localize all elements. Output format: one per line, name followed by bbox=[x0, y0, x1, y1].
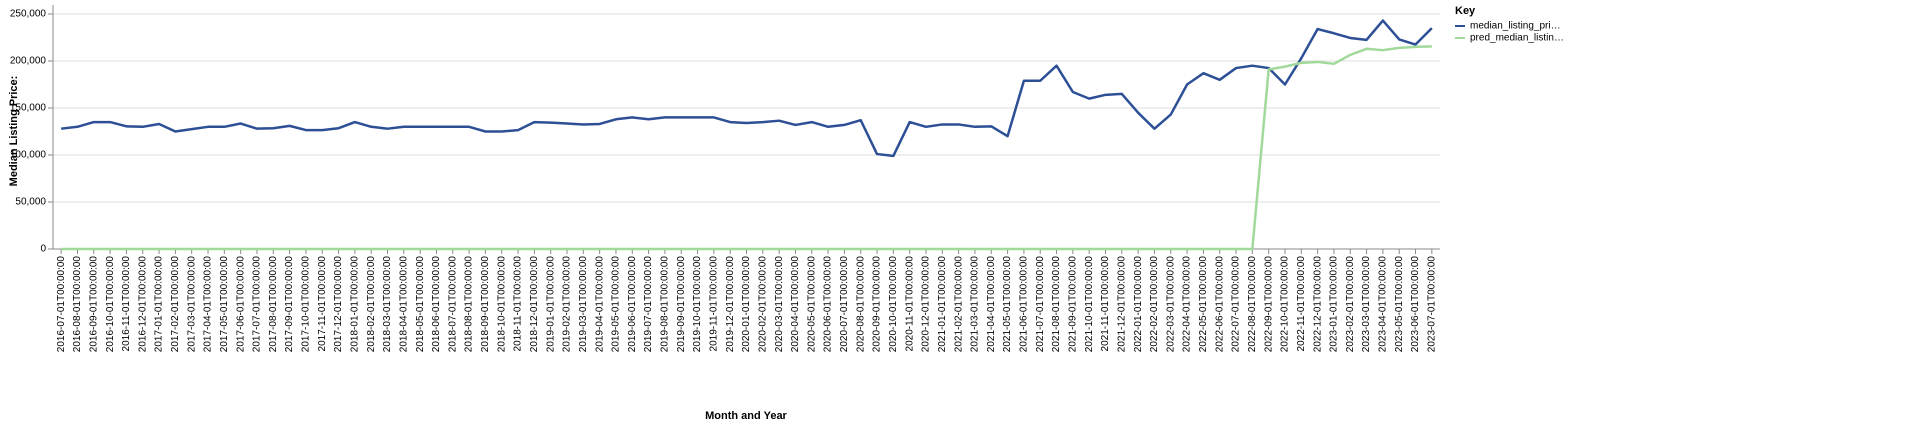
x-tick-label: 2017-11-01T00:00:00 bbox=[317, 256, 328, 352]
x-tick-label: 2021-11-01T00:00:00 bbox=[1100, 256, 1111, 352]
x-tick-label: 2019-01-01T00:00:00 bbox=[545, 256, 556, 353]
x-tick-label: 2021-08-01T00:00:00 bbox=[1051, 256, 1062, 353]
x-tick-label: 2021-04-01T00:00:00 bbox=[986, 256, 997, 353]
x-tick-label: 2018-09-01T00:00:00 bbox=[480, 256, 491, 353]
series-line bbox=[61, 19, 1433, 158]
x-tick-label: 2020-07-01T00:00:00 bbox=[839, 256, 850, 353]
x-tick-label: 2018-03-01T00:00:00 bbox=[382, 256, 393, 353]
x-tick-label: 2020-06-01T00:00:00 bbox=[823, 256, 834, 353]
x-tick-label: 2023-04-01T00:00:00 bbox=[1378, 256, 1389, 353]
x-tick-label: 2018-01-01T00:00:00 bbox=[350, 256, 361, 353]
x-tick-label: 2018-04-01T00:00:00 bbox=[398, 256, 409, 353]
x-tick-label: 2016-11-01T00:00:00 bbox=[121, 256, 132, 352]
x-tick-label: 2018-08-01T00:00:00 bbox=[464, 256, 475, 353]
y-axis-title: Median Listing Price: bbox=[8, 76, 20, 187]
x-tick-label: 2018-06-01T00:00:00 bbox=[431, 256, 442, 353]
x-tick-label: 2018-11-01T00:00:00 bbox=[513, 256, 524, 352]
series-line bbox=[61, 45, 1432, 251]
x-tick-label: 2016-08-01T00:00:00 bbox=[72, 256, 83, 353]
x-tick-label: 2021-12-01T00:00:00 bbox=[1116, 256, 1127, 353]
x-tick-label: 2018-10-01T00:00:00 bbox=[496, 256, 507, 353]
x-tick-label: 2019-04-01T00:00:00 bbox=[594, 256, 605, 353]
x-tick-label: 2017-03-01T00:00:00 bbox=[186, 256, 197, 353]
y-tick-label: 0 bbox=[40, 244, 46, 255]
x-tick-label: 2018-05-01T00:00:00 bbox=[415, 256, 426, 353]
x-tick-label: 2019-06-01T00:00:00 bbox=[627, 256, 638, 353]
x-tick-label: 2016-07-01T00:00:00 bbox=[56, 256, 67, 353]
x-tick-label: 2020-08-01T00:00:00 bbox=[855, 256, 866, 353]
x-tick-label: 2023-07-01T00:00:00 bbox=[1426, 256, 1437, 353]
x-tick-label: 2020-03-01T00:00:00 bbox=[774, 256, 785, 353]
x-tick-label: 2021-09-01T00:00:00 bbox=[1067, 256, 1078, 353]
y-tick-label: 250,000 bbox=[10, 9, 47, 20]
x-tick-label: 2020-01-01T00:00:00 bbox=[741, 256, 752, 353]
x-tick-label: 2017-08-01T00:00:00 bbox=[268, 256, 279, 353]
x-tick-label: 2019-08-01T00:00:00 bbox=[660, 256, 671, 353]
x-tick-label: 2022-04-01T00:00:00 bbox=[1182, 256, 1193, 353]
x-tick-label: 2021-10-01T00:00:00 bbox=[1084, 256, 1095, 353]
x-tick-label: 2020-10-01T00:00:00 bbox=[888, 256, 899, 353]
x-tick-label: 2017-02-01T00:00:00 bbox=[170, 256, 181, 353]
x-tick-label: 2021-07-01T00:00:00 bbox=[1035, 256, 1046, 353]
x-tick-label: 2023-02-01T00:00:00 bbox=[1345, 256, 1356, 353]
x-tick-label: 2019-09-01T00:00:00 bbox=[676, 256, 687, 353]
x-tick-label: 2017-06-01T00:00:00 bbox=[235, 256, 246, 353]
x-tick-label: 2017-10-01T00:00:00 bbox=[301, 256, 312, 353]
x-tick-label: 2020-02-01T00:00:00 bbox=[757, 256, 768, 353]
x-tick-label: 2022-03-01T00:00:00 bbox=[1165, 256, 1176, 353]
x-tick-label: 2021-03-01T00:00:00 bbox=[970, 256, 981, 353]
x-tick-label: 2020-05-01T00:00:00 bbox=[806, 256, 817, 353]
x-tick-label: 2020-11-01T00:00:00 bbox=[904, 256, 915, 352]
x-tick-label: 2018-07-01T00:00:00 bbox=[447, 256, 458, 353]
x-tick-label: 2017-07-01T00:00:00 bbox=[252, 256, 263, 353]
x-tick-label: 2020-04-01T00:00:00 bbox=[790, 256, 801, 353]
x-tick-label: 2022-07-01T00:00:00 bbox=[1231, 256, 1242, 353]
x-tick-label: 2017-04-01T00:00:00 bbox=[203, 256, 214, 353]
x-tick-label: 2018-12-01T00:00:00 bbox=[529, 256, 540, 353]
x-tick-label: 2020-12-01T00:00:00 bbox=[921, 256, 932, 353]
x-tick-label: 2021-01-01T00:00:00 bbox=[937, 256, 948, 353]
x-tick-label: 2022-06-01T00:00:00 bbox=[1214, 256, 1225, 353]
x-tick-label: 2019-11-01T00:00:00 bbox=[709, 256, 720, 352]
x-tick-label: 2019-10-01T00:00:00 bbox=[692, 256, 703, 353]
x-tick-label: 2022-05-01T00:00:00 bbox=[1198, 256, 1209, 353]
x-tick-label: 2021-05-01T00:00:00 bbox=[1002, 256, 1013, 353]
x-tick-label: 2021-06-01T00:00:00 bbox=[1019, 256, 1030, 353]
x-tick-label: 2023-05-01T00:00:00 bbox=[1394, 256, 1405, 353]
x-tick-label: 2016-10-01T00:00:00 bbox=[105, 256, 116, 353]
x-tick-label: 2017-05-01T00:00:00 bbox=[219, 256, 230, 353]
x-tick-label: 2021-02-01T00:00:00 bbox=[953, 256, 964, 353]
x-tick-label: 2016-09-01T00:00:00 bbox=[88, 256, 99, 353]
y-tick-label: 50,000 bbox=[15, 197, 46, 208]
x-tick-label: 2019-02-01T00:00:00 bbox=[562, 256, 573, 353]
legend-label: pred_median_listin… bbox=[1470, 33, 1564, 44]
x-tick-label: 2019-03-01T00:00:00 bbox=[578, 256, 589, 353]
x-tick-label: 2022-08-01T00:00:00 bbox=[1247, 256, 1258, 353]
x-tick-label: 2018-02-01T00:00:00 bbox=[366, 256, 377, 353]
x-tick-label: 2022-11-01T00:00:00 bbox=[1296, 256, 1307, 352]
x-tick-label: 2023-01-01T00:00:00 bbox=[1329, 256, 1340, 353]
x-tick-label: 2022-12-01T00:00:00 bbox=[1312, 256, 1323, 353]
x-tick-label: 2020-09-01T00:00:00 bbox=[872, 256, 883, 353]
y-tick-label: 100,000 bbox=[10, 150, 47, 161]
x-tick-label: 2019-12-01T00:00:00 bbox=[725, 256, 736, 353]
x-tick-label: 2016-12-01T00:00:00 bbox=[137, 256, 148, 353]
x-tick-label: 2022-09-01T00:00:00 bbox=[1263, 256, 1274, 353]
legend-title: Key bbox=[1455, 5, 1476, 17]
x-tick-label: 2017-09-01T00:00:00 bbox=[284, 256, 295, 353]
y-tick-label: 150,000 bbox=[10, 103, 47, 114]
x-tick-label: 2017-12-01T00:00:00 bbox=[333, 256, 344, 353]
x-tick-label: 2019-05-01T00:00:00 bbox=[611, 256, 622, 353]
legend-label: median_listing_pri… bbox=[1470, 21, 1561, 32]
x-axis-title: Month and Year bbox=[705, 410, 787, 422]
x-tick-label: 2017-01-01T00:00:00 bbox=[154, 256, 165, 353]
x-tick-label: 2019-07-01T00:00:00 bbox=[643, 256, 654, 353]
x-tick-label: 2022-10-01T00:00:00 bbox=[1280, 256, 1291, 353]
y-tick-label: 200,000 bbox=[10, 56, 47, 67]
x-tick-label: 2022-01-01T00:00:00 bbox=[1133, 256, 1144, 353]
x-tick-label: 2023-06-01T00:00:00 bbox=[1410, 256, 1421, 353]
x-tick-label: 2022-02-01T00:00:00 bbox=[1149, 256, 1160, 353]
x-tick-label: 2023-03-01T00:00:00 bbox=[1361, 256, 1372, 353]
